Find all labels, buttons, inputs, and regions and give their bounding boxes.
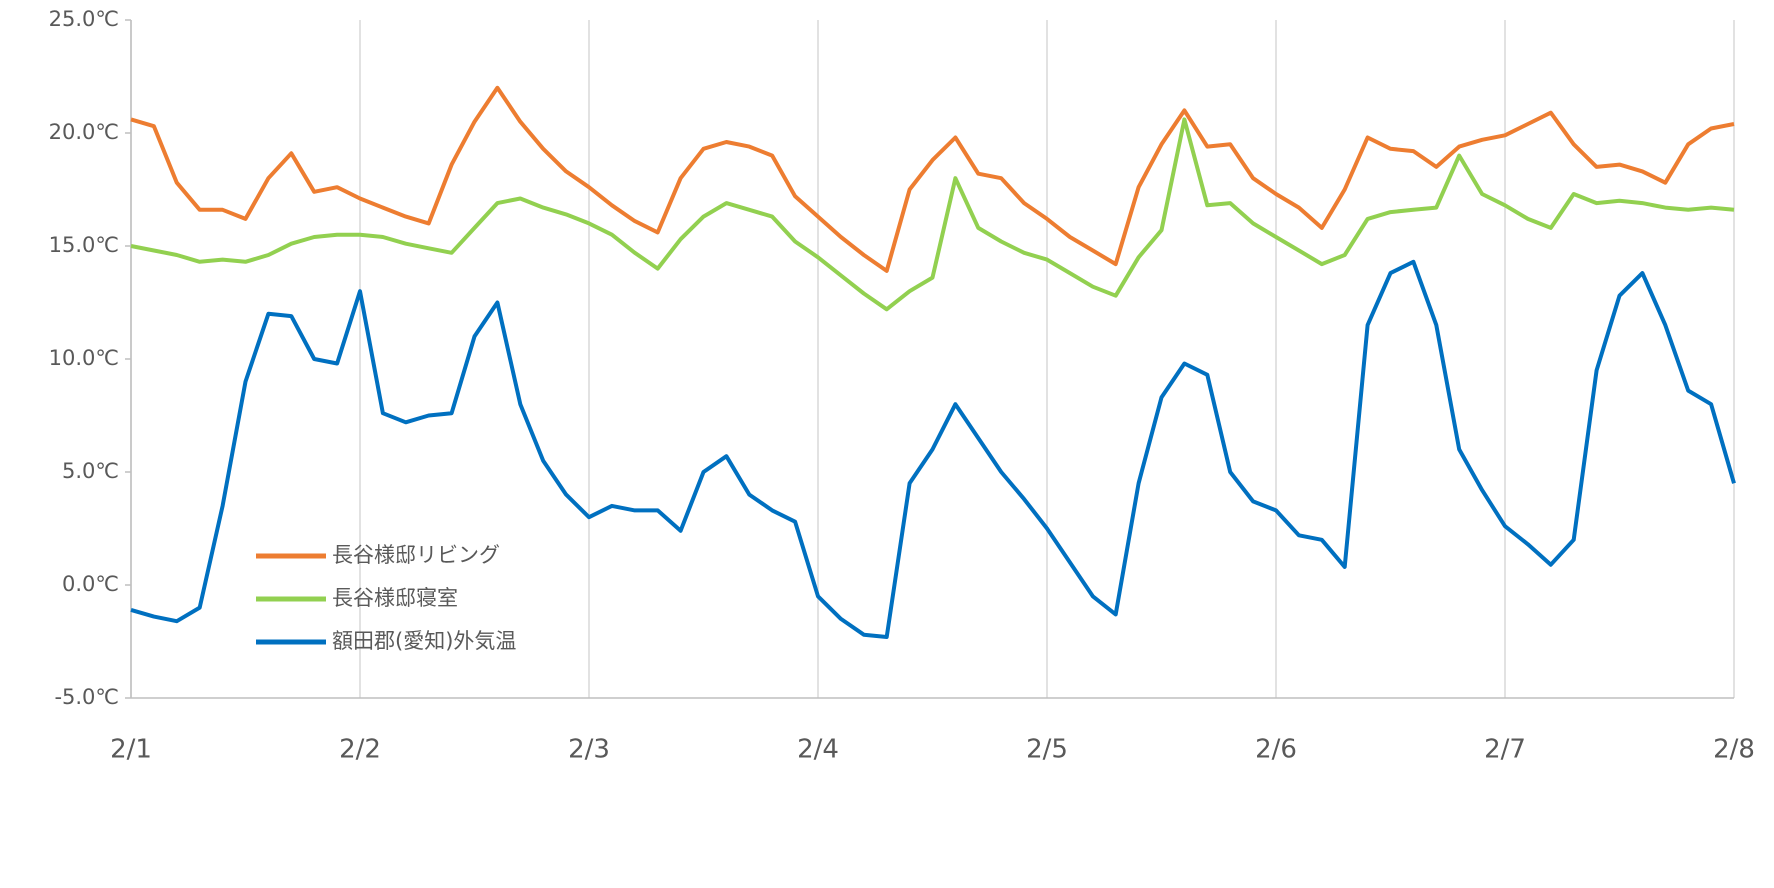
x-tick-label: 2/6 [1255,735,1297,765]
x-tick-label: 2/8 [1713,735,1755,765]
y-tick-label: 0.0℃ [62,572,119,596]
series-line [130,117,1735,312]
legend-label: 額田郡(愛知)外気温 [332,629,516,653]
y-tick-label: -5.0℃ [54,685,119,709]
y-tick-label: 20.0℃ [49,120,119,144]
x-tick-label: 2/3 [568,735,610,765]
x-tick-label: 2/7 [1484,735,1526,765]
x-tick-label: 2/4 [797,735,839,765]
series-line [130,259,1736,639]
y-tick-label: 10.0℃ [49,346,119,370]
x-tick-label: 2/1 [110,735,152,765]
series-line [130,85,1735,273]
y-tick-label: 5.0℃ [62,459,119,483]
legend-label: 長谷様邸寝室 [332,586,458,610]
x-tick-label: 2/2 [339,735,381,765]
x-tick-label: 2/5 [1026,735,1068,765]
legend-label: 長谷様邸リビング [332,543,500,567]
y-tick-label: 15.0℃ [49,233,119,257]
y-tick-label: 25.0℃ [49,7,119,31]
